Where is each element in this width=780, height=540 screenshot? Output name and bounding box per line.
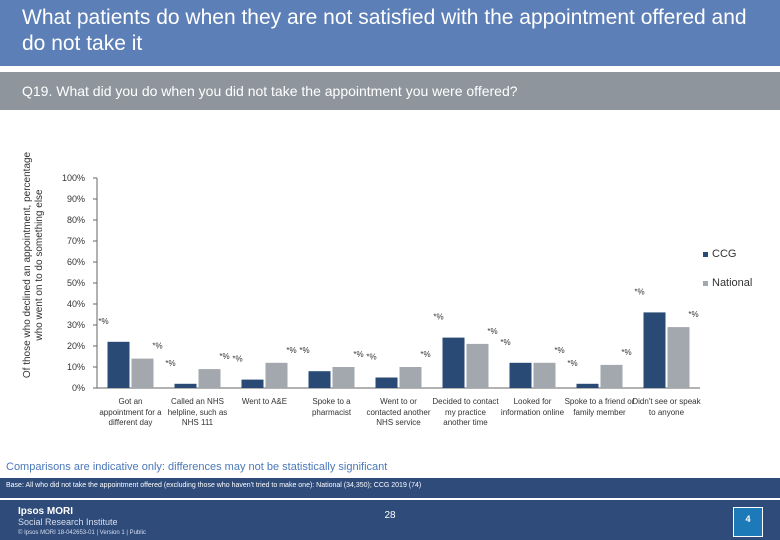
footer: Ipsos MORI Social Research Institute © I… xyxy=(0,500,780,540)
logo-line-2: Social Research Institute xyxy=(18,517,118,527)
bar-ccg xyxy=(107,341,130,388)
y-tick-label: 10% xyxy=(67,362,85,372)
data-label-national: *% xyxy=(152,342,162,351)
data-label-national: *% xyxy=(420,350,430,359)
y-tick-label: 100% xyxy=(62,173,85,183)
data-label-ccg: *% xyxy=(299,346,309,355)
bar-national xyxy=(332,367,355,388)
x-category-label: Called an NHS helpline, such as NHS 111 xyxy=(167,397,228,427)
slide-title: What patients do when they are not satis… xyxy=(22,6,747,55)
x-category-label: Went to or contacted another NHS service xyxy=(366,397,431,427)
data-label-national: *% xyxy=(219,352,229,361)
bar-national xyxy=(399,367,422,388)
bar-ccg xyxy=(576,383,599,388)
y-tick-label: 0% xyxy=(72,383,85,393)
bar-national xyxy=(667,327,690,388)
x-category-label: Got an appointment for a different day xyxy=(99,397,162,427)
data-label-ccg: *% xyxy=(433,313,443,322)
x-category-label: Went to A&E xyxy=(241,397,288,406)
data-label-ccg: *% xyxy=(567,359,577,368)
legend-label-ccg: CCG xyxy=(712,248,737,260)
data-label-national: *% xyxy=(487,327,497,336)
legend-label-national: National xyxy=(712,277,753,289)
x-category-label: Spoke to a pharmacist xyxy=(311,397,352,417)
base-note: Base: All who did not take the appointme… xyxy=(6,482,422,489)
legend-swatch-ccg xyxy=(703,251,708,257)
x-category-label: Looked for information online xyxy=(500,397,565,417)
y-tick-label: 20% xyxy=(67,341,85,351)
copyright-text: © Ipsos MORI 18-042653-01 | Version 1 | … xyxy=(18,530,146,536)
data-label-ccg: *% xyxy=(98,317,108,326)
question-bar: Q19. What did you do when you did not ta… xyxy=(0,72,780,110)
comparison-note: Comparisons are indicative only: differe… xyxy=(6,461,388,473)
y-tick-label: 50% xyxy=(67,278,85,288)
x-category-label: Decided to contact my practice another t… xyxy=(432,397,499,427)
title-bar: What patients do when they are not satis… xyxy=(0,0,780,66)
bar-chart: 0%10%20%30%40%50%60%70%80%90%100%*%*% *%*… xyxy=(62,173,700,393)
data-label-national: *% xyxy=(286,346,296,355)
bar-national xyxy=(265,362,288,388)
legend-swatch-national xyxy=(703,280,708,286)
bar-ccg xyxy=(509,362,532,388)
badge-number: 4 xyxy=(745,514,751,524)
ipsos-mori-logo: Ipsos MORI Social Research Institute xyxy=(18,506,118,528)
data-label-ccg: *% xyxy=(500,338,510,347)
question-text: Q19. What did you do when you did not ta… xyxy=(22,83,518,99)
data-label-ccg: *% xyxy=(232,355,242,364)
bar-ccg xyxy=(241,379,264,388)
data-label-national: *% xyxy=(554,346,564,355)
bar-ccg xyxy=(643,312,666,388)
page-number: 28 xyxy=(384,510,396,521)
data-label-national: *% xyxy=(621,348,631,357)
bar-national xyxy=(198,369,221,388)
legend-item-ccg: CCG xyxy=(703,248,736,260)
data-label-national: *% xyxy=(688,310,698,319)
x-category-label: Didn't see or speak to anyone xyxy=(632,397,701,417)
bar-national xyxy=(600,364,623,388)
bar-ccg xyxy=(174,383,197,388)
x-category-label: Spoke to a friend or family member xyxy=(564,397,635,417)
base-bar: Base: All who did not take the appointme… xyxy=(0,478,780,498)
legend-item-national: National xyxy=(703,277,752,289)
bar-ccg xyxy=(442,337,465,388)
y-tick-label: 70% xyxy=(67,236,85,246)
y-tick-label: 60% xyxy=(67,257,85,267)
bar-national xyxy=(466,343,489,388)
logo-line-1: Ipsos MORI xyxy=(18,506,74,517)
y-tick-label: 40% xyxy=(67,299,85,309)
data-label-national: *% xyxy=(353,350,363,359)
y-tick-label: 30% xyxy=(67,320,85,330)
bar-ccg xyxy=(375,377,398,388)
y-tick-label: 90% xyxy=(67,194,85,204)
data-label-ccg: *% xyxy=(165,359,175,368)
bar-ccg xyxy=(308,371,331,388)
bar-national xyxy=(533,362,556,388)
y-tick-label: 80% xyxy=(67,215,85,225)
bar-national xyxy=(131,358,154,388)
ipsos-badge-icon: 4 xyxy=(733,507,763,537)
data-label-ccg: *% xyxy=(366,353,376,362)
data-label-ccg: *% xyxy=(634,287,644,296)
